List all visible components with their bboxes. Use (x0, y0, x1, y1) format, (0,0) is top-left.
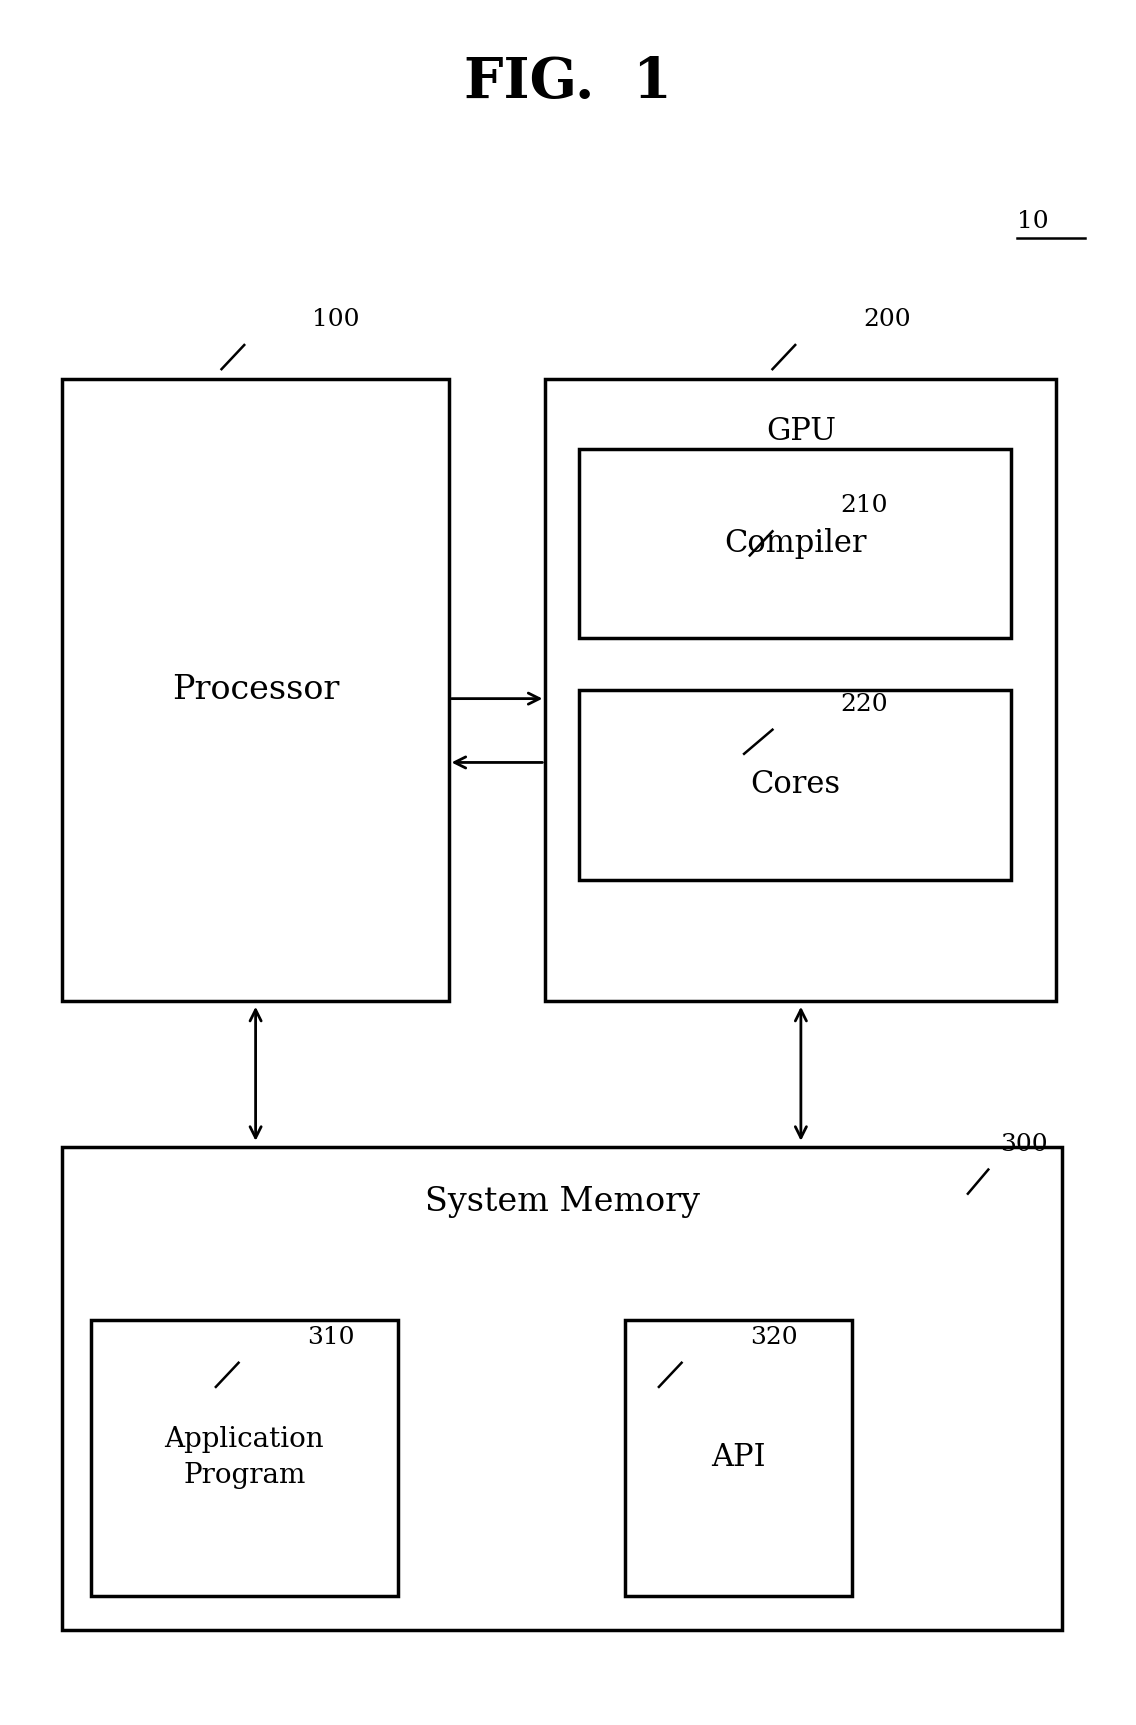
Bar (62, 380, 449, 1000)
Text: 320: 320 (750, 1327, 797, 1349)
Text: API: API (711, 1442, 766, 1473)
Text: 220: 220 (841, 693, 888, 716)
Text: 300: 300 (1000, 1133, 1047, 1156)
Text: 310: 310 (307, 1327, 354, 1349)
Text: Processor: Processor (172, 674, 340, 706)
Bar (545, 380, 1056, 1000)
Text: GPU: GPU (766, 416, 836, 447)
Bar (625, 1320, 852, 1596)
Text: 200: 200 (863, 309, 911, 331)
Text: 100: 100 (312, 309, 360, 331)
Text: FIG.  1: FIG. 1 (465, 55, 671, 110)
Text: Cores: Cores (750, 769, 841, 800)
Text: Application
Program: Application Program (165, 1427, 324, 1489)
Text: 10: 10 (1017, 210, 1049, 233)
Text: System Memory: System Memory (425, 1187, 700, 1218)
Text: Compiler: Compiler (724, 528, 867, 559)
Bar (91, 1320, 398, 1596)
Text: 210: 210 (841, 495, 888, 518)
Bar (579, 690, 1011, 880)
Bar (579, 448, 1011, 638)
Bar (62, 1147, 1062, 1630)
